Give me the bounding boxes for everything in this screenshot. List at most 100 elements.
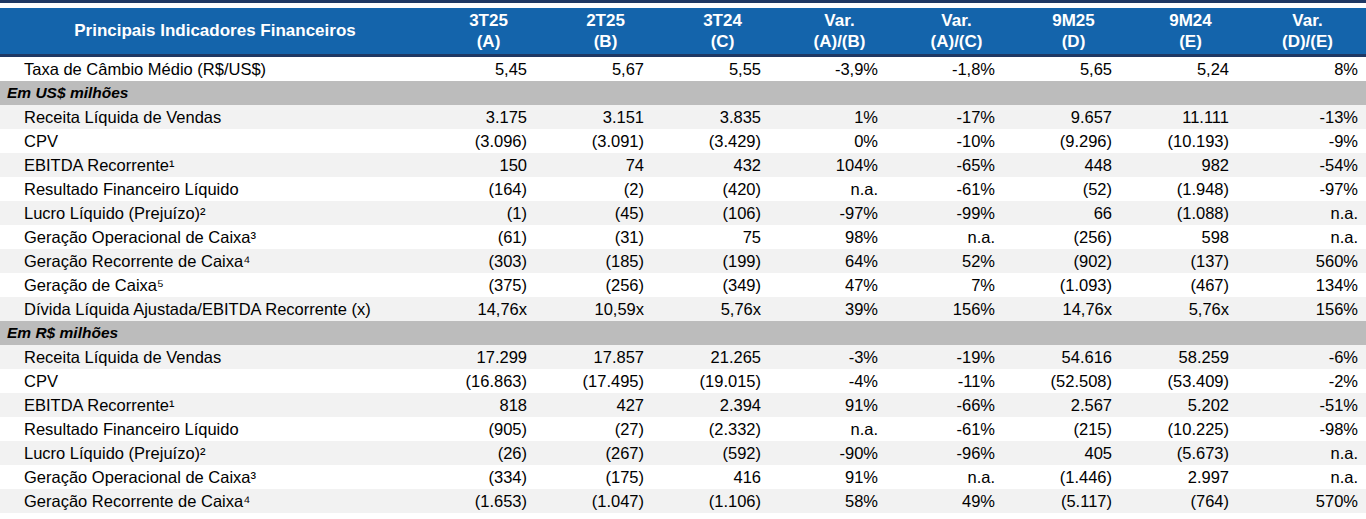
cell-value: 8%	[1249, 56, 1366, 82]
cell-value: 14,76x	[430, 297, 547, 321]
column-header-letter: (A)/(C)	[898, 31, 1015, 52]
table-title: Principais Indicadores Financeiros	[0, 8, 430, 56]
cell-value: (2.526)	[1132, 513, 1249, 519]
column-header: Var.(A)/(C)	[898, 8, 1015, 56]
cell-value: (592)	[664, 441, 781, 465]
cell-value: 58.259	[1132, 345, 1249, 369]
table-row: Geração de Caixa⁵(375)(256)(349)47%7%(1.…	[0, 273, 1366, 297]
table-row: Resultado Financeiro Líquido(905)(27)(2.…	[0, 417, 1366, 441]
row-label: Geração Recorrente de Caixa⁴	[0, 489, 430, 513]
column-header-period: Var.	[781, 10, 898, 31]
cell-value: 598	[1132, 225, 1249, 249]
cell-value: (256)	[1015, 225, 1132, 249]
column-header-letter: (D)/(E)	[1249, 31, 1366, 52]
cell-value: 17.299	[430, 345, 547, 369]
row-label: Resultado Financeiro Líquido	[0, 417, 430, 441]
top-border-rule	[0, 0, 1366, 3]
cell-value: (53.409)	[1132, 369, 1249, 393]
cell-value: (1.948)	[1132, 177, 1249, 201]
column-header-letter: (A)/(B)	[781, 31, 898, 52]
cell-value: 5,65	[1015, 56, 1132, 82]
cell-value: -1,8%	[898, 56, 1015, 82]
column-header-period: 3T24	[664, 10, 781, 31]
row-label: EBITDA Recorrente¹	[0, 393, 430, 417]
row-label: CPV	[0, 129, 430, 153]
row-label: Dívida Líquida Ajustada/EBITDA Recorrent…	[0, 297, 430, 321]
cell-value: (52.508)	[1015, 369, 1132, 393]
cell-value: (16.863)	[430, 369, 547, 393]
cell-value: 0%	[781, 129, 898, 153]
cell-value: 52%	[898, 249, 1015, 273]
cell-value: -4%	[781, 369, 898, 393]
cell-value: n.a.	[898, 225, 1015, 249]
cell-value: 91%	[781, 465, 898, 489]
column-header-period: 9M25	[1015, 10, 1132, 31]
cell-value: (45)	[547, 201, 664, 225]
cell-value: 49%	[898, 489, 1015, 513]
column-header-letter: (B)	[547, 31, 664, 52]
cell-value: 14,76x	[1015, 297, 1132, 321]
cell-value: 17.857	[547, 345, 664, 369]
cell-value: -11%	[898, 369, 1015, 393]
column-header-period: 2T25	[547, 10, 664, 31]
column-header: 3T25(A)	[430, 8, 547, 56]
cell-value: 5,76x	[1132, 297, 1249, 321]
cell-value: 58%	[781, 489, 898, 513]
cell-value: n.a.	[1249, 465, 1366, 489]
cell-value: -97%	[781, 201, 898, 225]
table-row: Resultado Financeiro Líquido(164)(2)(420…	[0, 177, 1366, 201]
row-label: Lucro Líquido (Prejuízo)²	[0, 441, 430, 465]
table-row: Lucro Líquido (Prejuízo)²(1)(45)(106)-97…	[0, 201, 1366, 225]
cell-value: 134%	[1249, 273, 1366, 297]
column-header: 9M25(D)	[1015, 8, 1132, 56]
column-header-letter: (C)	[664, 31, 781, 52]
row-label: EBITDA Recorrente¹	[0, 153, 430, 177]
cell-value: (349)	[664, 273, 781, 297]
cell-value: 150	[430, 153, 547, 177]
column-header: Var.(D)/(E)	[1249, 8, 1366, 56]
column-header-letter: (A)	[430, 31, 547, 52]
row-label: Resultado Financeiro Líquido	[0, 177, 430, 201]
cell-value: (9.296)	[1015, 129, 1132, 153]
cell-value: 560%	[1249, 249, 1366, 273]
cell-value: n.a.	[1249, 225, 1366, 249]
cell-value: -97%	[1249, 177, 1366, 201]
cell-value: -3%	[781, 345, 898, 369]
cell-value: (1.047)	[547, 489, 664, 513]
cell-value: -3,9%	[781, 56, 898, 82]
cell-value: -19%	[898, 345, 1015, 369]
section-row: Em R$ milhões	[0, 321, 1366, 345]
cell-value: 47%	[781, 273, 898, 297]
cell-value: n.a.	[898, 465, 1015, 489]
cell-value: 3.835	[664, 105, 781, 129]
financial-indicators-page: Principais Indicadores Financeiros 3T25(…	[0, 0, 1366, 519]
cell-value: -65%	[898, 153, 1015, 177]
section-label: Em R$ milhões	[0, 321, 1366, 345]
row-label: Geração Operacional de Caixa³	[0, 225, 430, 249]
cell-value: -9%	[1249, 129, 1366, 153]
cell-value: (61)	[430, 225, 547, 249]
table-row: Receita Líquida de Vendas3.1753.1513.835…	[0, 105, 1366, 129]
cell-value: 5%	[898, 513, 1015, 519]
column-header-period: Var.	[898, 10, 1015, 31]
column-header-period: 9M24	[1132, 10, 1249, 31]
table-row: CPV(3.096)(3.091)(3.429)0%-10%(9.296)(10…	[0, 129, 1366, 153]
cell-value: (764)	[1132, 489, 1249, 513]
cell-value: 416	[664, 465, 781, 489]
cell-value: (175)	[547, 465, 664, 489]
row-label: Receita Líquida de Vendas	[0, 105, 430, 129]
cell-value: 982	[1132, 153, 1249, 177]
cell-value: 3.175	[430, 105, 547, 129]
cell-value: -51%	[1249, 393, 1366, 417]
table-row: Geração Operacional de Caixa³(61)(31)759…	[0, 225, 1366, 249]
row-label: Geração de Caixa⁵	[0, 513, 430, 519]
cell-value: (334)	[430, 465, 547, 489]
cell-value: 145%	[1249, 513, 1366, 519]
cell-value: 2.567	[1015, 393, 1132, 417]
cell-value: (5.117)	[1015, 489, 1132, 513]
cell-value: (1.106)	[664, 489, 781, 513]
cell-value: 10,59x	[547, 297, 664, 321]
cell-value: 39%	[781, 297, 898, 321]
cell-value: (185)	[547, 249, 664, 273]
row-label: Lucro Líquido (Prejuízo)²	[0, 201, 430, 225]
